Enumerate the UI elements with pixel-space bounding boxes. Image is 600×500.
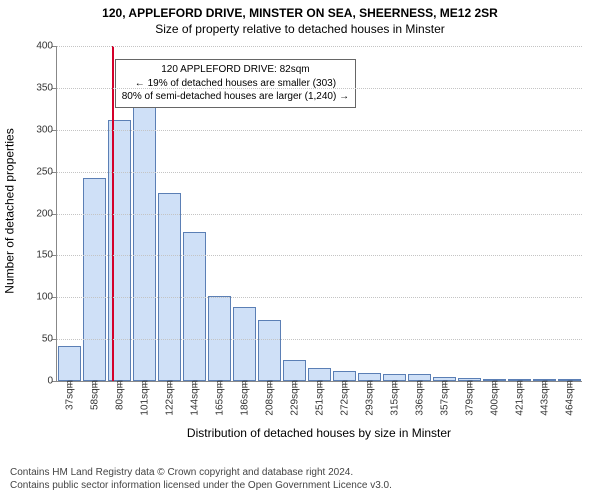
y-tick-label: 300 bbox=[21, 124, 53, 135]
annotation-line3: 80% of semi-detached houses are larger (… bbox=[122, 90, 349, 104]
plot-area: 37sqm58sqm80sqm101sqm122sqm144sqm165sqm1… bbox=[56, 46, 582, 382]
chart-title-address: 120, APPLEFORD DRIVE, MINSTER ON SEA, SH… bbox=[0, 0, 600, 20]
gridline bbox=[57, 297, 582, 298]
y-axis-label: Number of detached properties bbox=[3, 128, 17, 293]
y-tick-label: 100 bbox=[21, 292, 53, 303]
x-tick-label: 379sqm bbox=[464, 380, 475, 416]
annotation-line1: 120 APPLEFORD DRIVE: 82sqm bbox=[122, 63, 349, 77]
y-tick-label: 350 bbox=[21, 82, 53, 93]
x-axis-label: Distribution of detached houses by size … bbox=[56, 426, 582, 440]
x-tick-label: 122sqm bbox=[164, 380, 175, 416]
x-tick-label: 293sqm bbox=[364, 380, 375, 416]
y-tick-label: 150 bbox=[21, 250, 53, 261]
gridline bbox=[57, 255, 582, 256]
bar bbox=[283, 360, 306, 381]
x-tick-label: 186sqm bbox=[239, 380, 250, 416]
gridline bbox=[57, 172, 582, 173]
bar bbox=[258, 320, 281, 381]
chart-title-subtitle: Size of property relative to detached ho… bbox=[0, 20, 600, 40]
y-tick-label: 0 bbox=[21, 376, 53, 387]
gridline bbox=[57, 88, 582, 89]
bar bbox=[58, 346, 81, 381]
x-tick-label: 357sqm bbox=[439, 380, 450, 416]
x-tick-label: 229sqm bbox=[289, 380, 300, 416]
x-tick-label: 144sqm bbox=[189, 380, 200, 416]
x-tick-label: 336sqm bbox=[414, 380, 425, 416]
y-tick-label: 400 bbox=[21, 41, 53, 52]
y-tick-label: 200 bbox=[21, 208, 53, 219]
footer-line1: Contains HM Land Registry data © Crown c… bbox=[10, 466, 590, 479]
footer-line2: Contains public sector information licen… bbox=[10, 479, 590, 492]
footer: Contains HM Land Registry data © Crown c… bbox=[0, 460, 600, 500]
x-tick-label: 400sqm bbox=[489, 380, 500, 416]
annotation-box: 120 APPLEFORD DRIVE: 82sqm ← 19% of deta… bbox=[115, 59, 356, 108]
x-tick-label: 80sqm bbox=[114, 380, 125, 410]
y-tick-label: 50 bbox=[21, 334, 53, 345]
bar bbox=[158, 193, 181, 381]
bar bbox=[183, 232, 206, 381]
bar bbox=[233, 307, 256, 381]
x-tick-label: 443sqm bbox=[539, 380, 550, 416]
x-tick-label: 272sqm bbox=[339, 380, 350, 416]
x-tick-label: 251sqm bbox=[314, 380, 325, 416]
x-tick-label: 165sqm bbox=[214, 380, 225, 416]
bar bbox=[83, 178, 106, 382]
y-axis-label-wrap: Number of detached properties bbox=[0, 40, 20, 382]
chart-area: Number of detached properties 37sqm58sqm… bbox=[0, 40, 600, 444]
x-tick-label: 315sqm bbox=[389, 380, 400, 416]
x-tick-label: 101sqm bbox=[139, 380, 150, 416]
gridline bbox=[57, 214, 582, 215]
x-tick-label: 37sqm bbox=[64, 380, 75, 410]
x-tick-label: 208sqm bbox=[264, 380, 275, 416]
gridline bbox=[57, 130, 582, 131]
x-tick-label: 421sqm bbox=[514, 380, 525, 416]
y-tick-label: 250 bbox=[21, 166, 53, 177]
gridline bbox=[57, 46, 582, 47]
gridline bbox=[57, 339, 582, 340]
x-tick-label: 58sqm bbox=[89, 380, 100, 410]
x-tick-label: 464sqm bbox=[564, 380, 575, 416]
